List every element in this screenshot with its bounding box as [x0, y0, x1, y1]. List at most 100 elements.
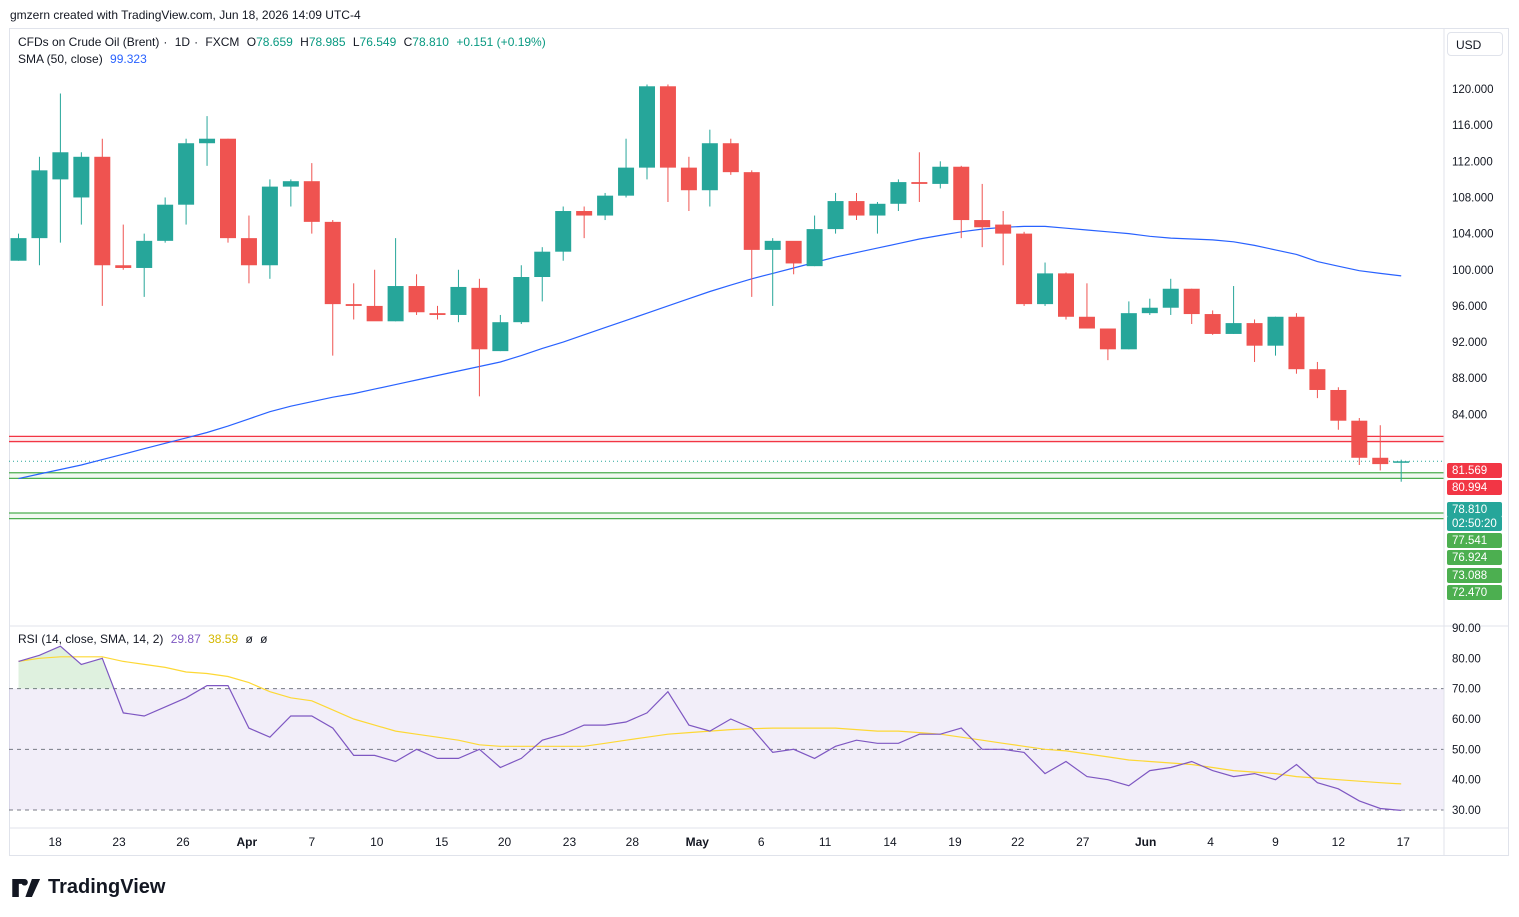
candle-body	[1246, 323, 1263, 346]
candle-body	[199, 138, 216, 144]
candle-body	[387, 286, 404, 322]
candle-body	[73, 156, 90, 198]
high-value: 78.985	[308, 35, 346, 49]
candle-body	[806, 229, 823, 267]
rsi-sma-value: 38.59	[208, 632, 239, 646]
candle-body	[115, 265, 132, 268]
candle-body	[974, 220, 991, 228]
low-label: L	[352, 35, 360, 49]
candle-body	[1393, 461, 1410, 463]
change-value: +0.151 (+0.19%)	[456, 35, 546, 49]
tradingview-logo-text: TradingView	[48, 876, 166, 898]
candle-body	[1078, 316, 1095, 329]
candle-body	[890, 182, 907, 204]
price-label-text: 78.810	[1452, 504, 1487, 516]
time-tick-label: 28	[626, 835, 640, 849]
candle-body	[1330, 389, 1347, 421]
rsi-extra-2: ø	[260, 632, 268, 646]
candle-body	[576, 211, 593, 216]
axes: 120.000 116.000 112.000 108.000 104.000 100.0…	[9, 28, 1509, 856]
rsi-tick-label: 40.00	[1452, 775, 1481, 787]
time-tick-label: 19	[948, 835, 962, 849]
price-tick-label: 116.000	[1452, 120, 1493, 132]
rsi-label: RSI (14, close, SMA, 14, 2)	[18, 632, 164, 646]
candle-body	[282, 181, 299, 187]
candle-body	[52, 152, 69, 180]
candle-body	[1162, 288, 1179, 308]
price-tick-label: 120.000	[1452, 84, 1494, 96]
price-tick-label: 100.000	[1452, 265, 1494, 277]
candle-body	[136, 240, 153, 268]
chart-canvas[interactable]: 120.000 116.000 112.000 108.000 104.000 100.0…	[9, 28, 1509, 856]
open-value: 78.659	[256, 35, 293, 49]
chart-credit: gmzern created with TradingView.com, Jun…	[10, 8, 361, 22]
time-tick-label: 9	[1272, 835, 1279, 849]
price-pane	[9, 84, 1444, 520]
time-tick-label: 23	[563, 835, 577, 849]
candle-body	[513, 277, 530, 323]
price-label-box	[1447, 480, 1502, 495]
sma-value: 99.323	[110, 52, 147, 66]
candle-body	[261, 186, 278, 266]
candle-body	[366, 305, 383, 322]
rsi-extra-1: ø	[245, 632, 253, 646]
time-tick-label: 23	[112, 835, 126, 849]
candle-body	[1225, 323, 1242, 334]
candle-body	[492, 322, 509, 352]
price-label-box	[1447, 550, 1502, 565]
candle-body	[659, 86, 676, 168]
candle-body	[303, 181, 320, 222]
currency-button[interactable]: USD	[1447, 32, 1503, 56]
candle-body	[240, 238, 257, 266]
symbol-legend[interactable]: CFDs on Crude Oil (Brent) · 1D · FXCM O78.…	[18, 35, 546, 49]
candle-body	[1288, 316, 1305, 370]
support-zone	[9, 513, 1444, 519]
candle-body	[1058, 273, 1074, 317]
price-tick-label: 112.000	[1452, 156, 1493, 168]
resistance-zone	[9, 436, 1444, 442]
close-label: C	[403, 35, 413, 49]
time-tick-label: 10	[370, 835, 384, 849]
candle-body	[764, 240, 781, 250]
time-tick-label: 6	[758, 835, 765, 849]
time-tick-label: 22	[1011, 835, 1025, 849]
price-label-text: 72.470	[1452, 587, 1487, 599]
price-label-box	[1447, 533, 1502, 548]
time-tick-label: Apr	[237, 835, 258, 849]
price-label-box	[1447, 568, 1502, 583]
candle-body	[785, 240, 802, 264]
time-tick-label: 7	[308, 835, 315, 849]
candle-body	[220, 138, 236, 239]
candle-body	[555, 211, 572, 252]
time-tick-label: 17	[1397, 835, 1411, 849]
candle-body	[1267, 316, 1284, 346]
candle-body	[324, 221, 341, 305]
price-label-box	[1447, 516, 1502, 531]
candle-body	[701, 143, 718, 191]
close-value: 78.810	[412, 35, 449, 49]
time-tick-label: 15	[435, 835, 449, 849]
sma-legend[interactable]: SMA (50, close) 99.323	[18, 52, 151, 66]
candle-body	[722, 143, 739, 173]
candle-body	[1183, 288, 1200, 315]
price-tick-label: 92.000	[1452, 337, 1487, 349]
candle-body	[94, 156, 111, 266]
candle-body	[534, 251, 551, 277]
candle-body	[1372, 457, 1389, 465]
price-label-text: 77.541	[1452, 535, 1487, 547]
sma50-line	[18, 225, 1402, 480]
time-tick-label: 26	[176, 835, 190, 849]
price-tick-label: 84.000	[1452, 409, 1487, 421]
symbol-exchange: FXCM	[205, 35, 240, 49]
rsi-legend[interactable]: RSI (14, close, SMA, 14, 2) 29.87 38.59 …	[18, 632, 272, 646]
candle-body	[597, 195, 614, 216]
candle-body	[450, 286, 467, 315]
candle-body	[869, 203, 886, 216]
rsi-value: 29.87	[170, 632, 201, 646]
time-tick-label: Jun	[1135, 835, 1156, 849]
candle-body	[471, 287, 488, 350]
price-label-text: 81.569	[1452, 465, 1487, 477]
price-label-text: 76.924	[1452, 552, 1488, 564]
rsi-pane	[9, 645, 1444, 811]
symbol-interval: 1D	[174, 35, 191, 49]
